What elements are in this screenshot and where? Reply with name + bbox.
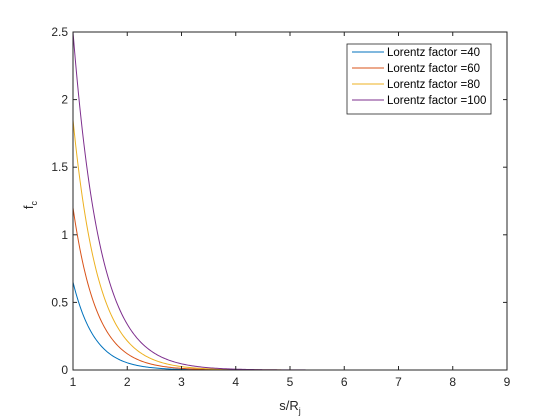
y-axis-label: fc — [21, 200, 39, 209]
x-axis-ticks: 1 2 3 4 5 6 7 8 9 — [70, 32, 511, 389]
legend-label: Lorentz factor =80 — [387, 79, 480, 91]
legend-box — [346, 43, 492, 115]
legend-label: Lorentz factor =100 — [387, 95, 486, 107]
y-tick-label: 0.5 — [51, 295, 68, 309]
x-tick-label: 5 — [287, 375, 294, 389]
x-axis-label-subscript: j — [298, 406, 301, 416]
legend: Lorentz factor =40 Lorentz factor =60 Lore… — [346, 43, 492, 115]
y-axis-label-subscript: c — [29, 200, 39, 205]
legend-label: Lorentz factor =40 — [387, 47, 480, 59]
x-tick-label: 8 — [449, 375, 456, 389]
x-tick-label: 7 — [395, 375, 402, 389]
y-tick-label: 2.5 — [51, 25, 68, 39]
legend-label: Lorentz factor =60 — [387, 63, 480, 75]
x-tick-label: 1 — [70, 375, 77, 389]
y-axis-ticks: 0 0.5 1 1.5 2 2.5 — [51, 25, 507, 377]
y-tick-label: 0 — [61, 363, 68, 377]
x-axis-label: s/Rj — [279, 398, 301, 416]
y-tick-label: 1 — [61, 228, 68, 242]
y-tick-label: 1.5 — [51, 160, 68, 174]
x-tick-label: 4 — [232, 375, 239, 389]
x-tick-label: 3 — [178, 375, 185, 389]
legend-entries: Lorentz factor =40 Lorentz factor =60 Lore… — [352, 47, 486, 107]
y-tick-label: 2 — [61, 93, 68, 107]
x-tick-label: 6 — [341, 375, 348, 389]
x-tick-label: 9 — [504, 375, 511, 389]
x-tick-label: 2 — [124, 375, 131, 389]
